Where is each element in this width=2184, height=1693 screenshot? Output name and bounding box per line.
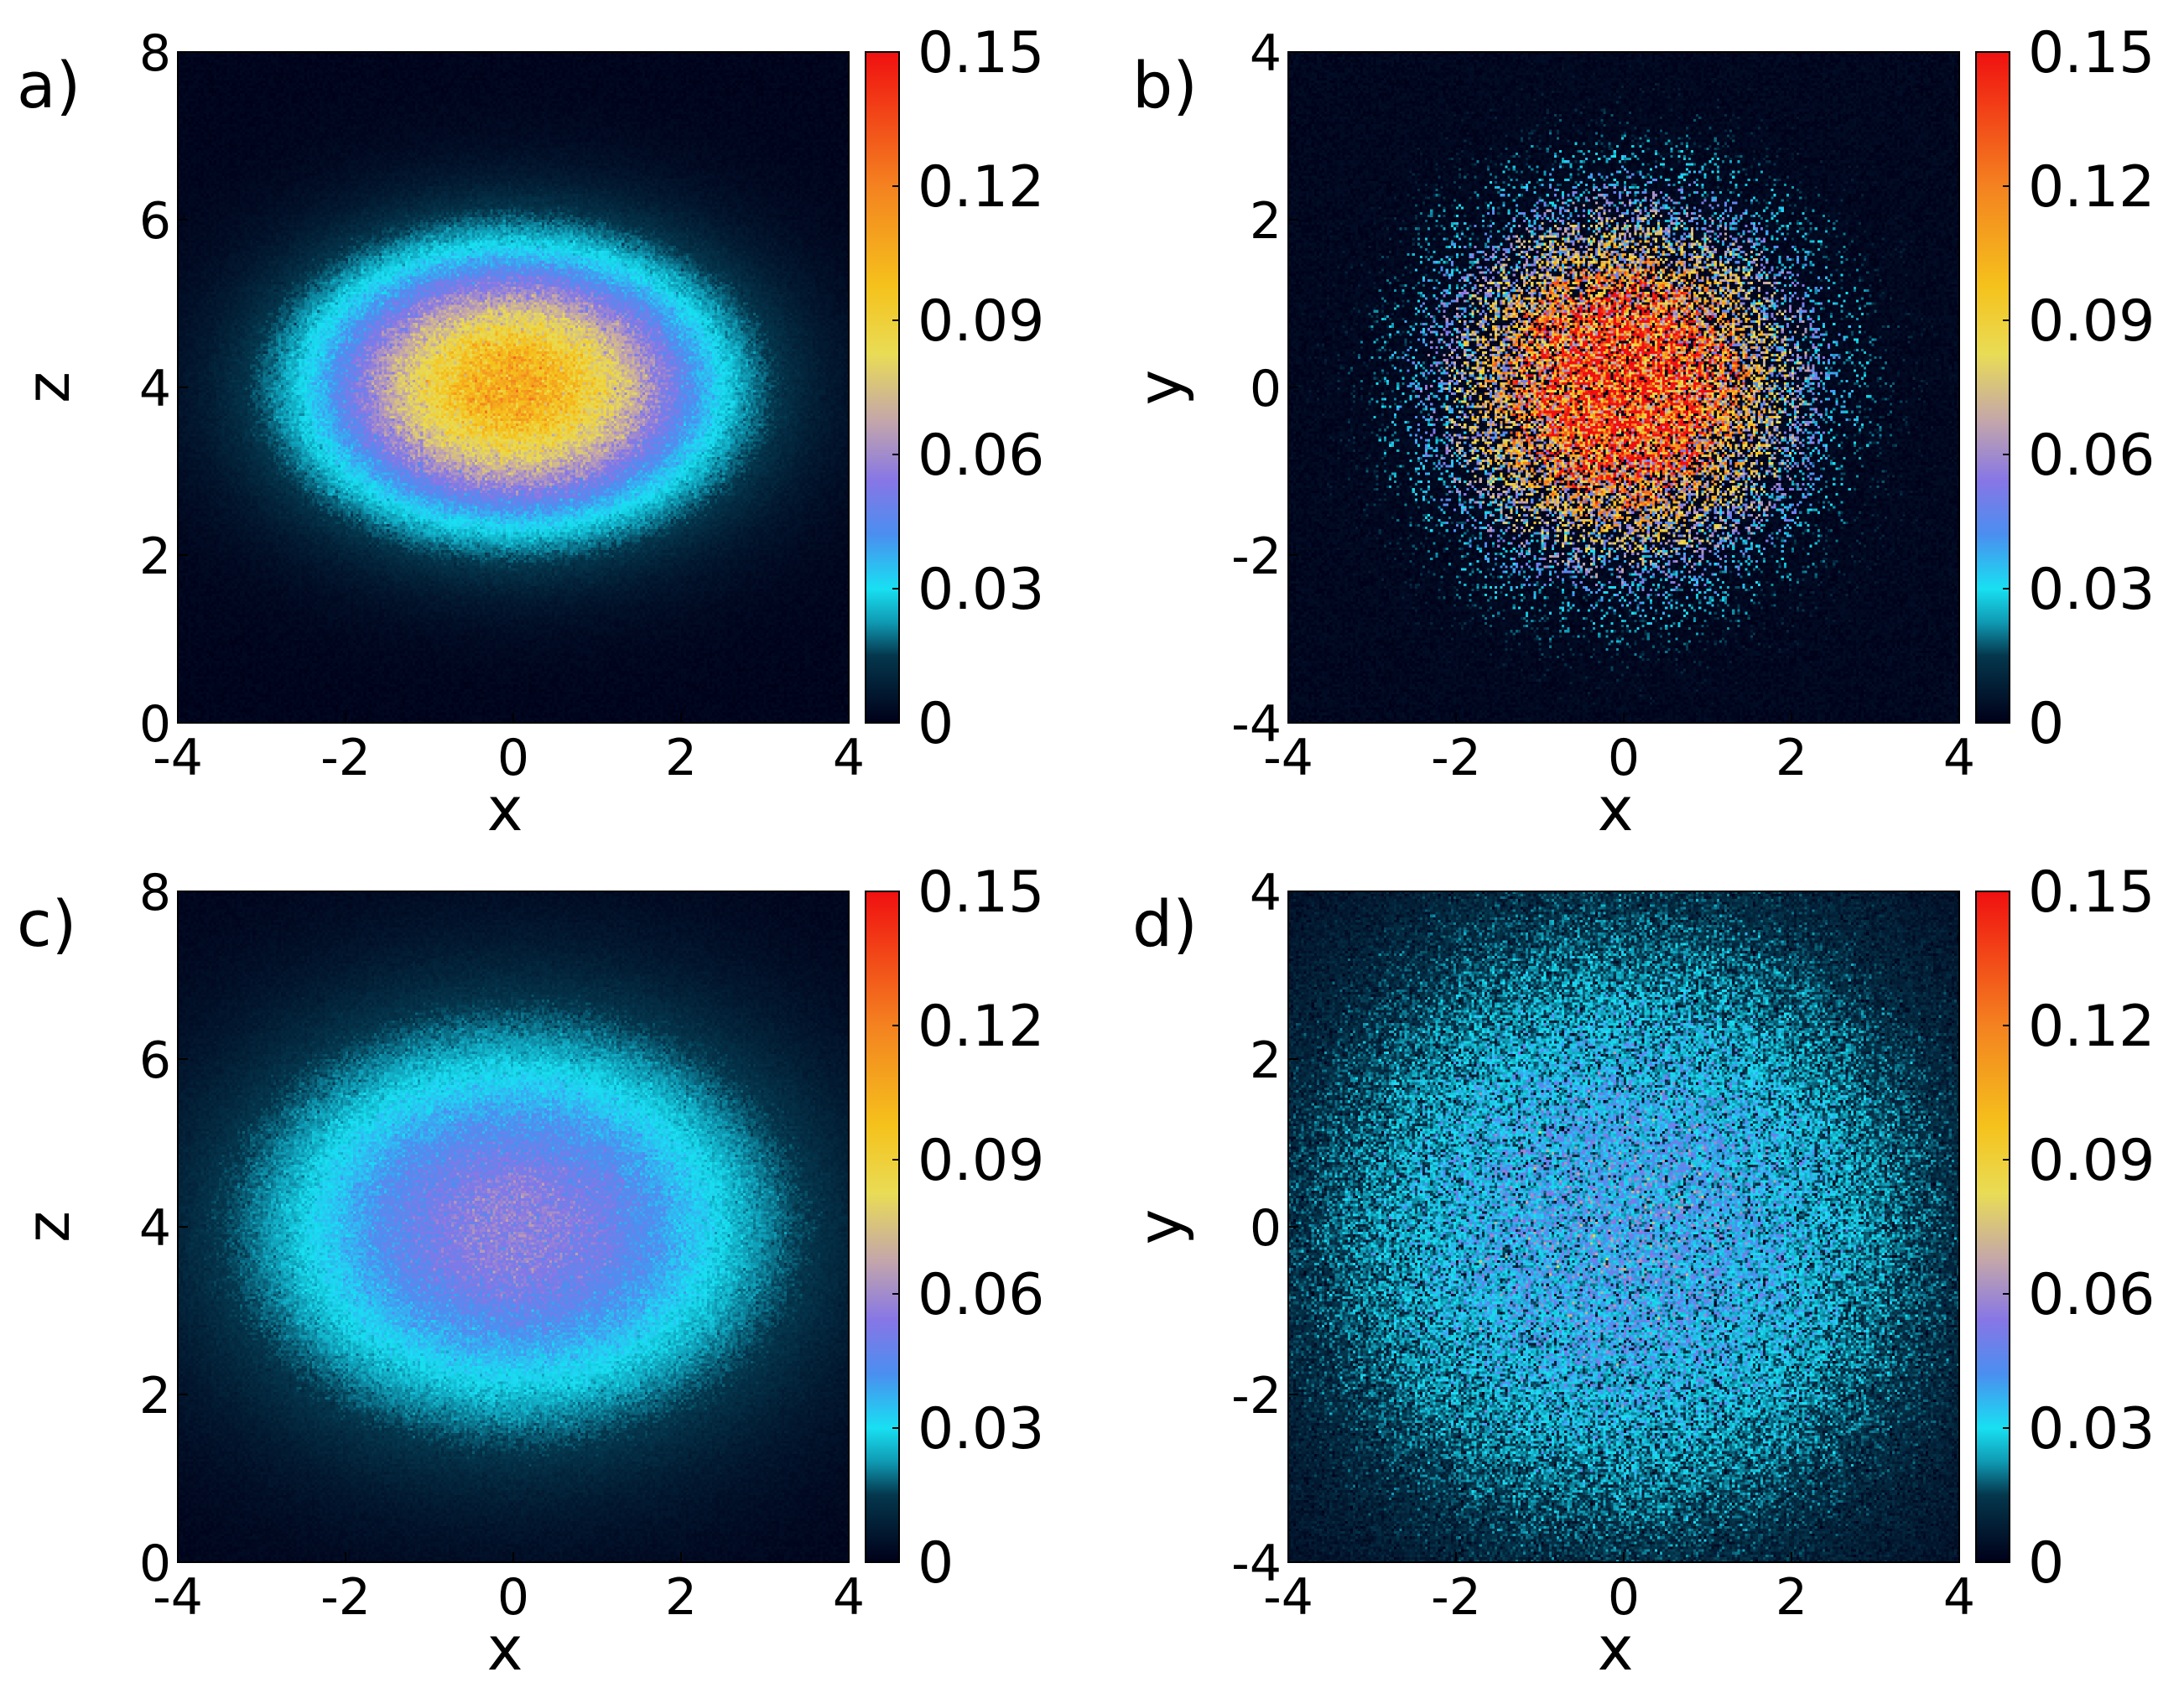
y-tick-label: 0	[1250, 360, 1282, 418]
y-axis-label: z	[13, 1211, 83, 1243]
colorbar	[1975, 51, 2010, 724]
y-tick-label: 6	[139, 1031, 171, 1090]
colorbar-tick-label: 0	[2028, 691, 2064, 757]
colorbar-tick-label: 0.12	[2028, 154, 2155, 221]
x-tick-label: -4	[1263, 1568, 1313, 1627]
colorbar-tick-label: 0.06	[2028, 423, 2155, 489]
x-axis-label: x	[1598, 1613, 1634, 1684]
panel-d: d) -4 -2 0 2 4 x -4 -2 0 2 4 y 0 0.03 0.06 0.09 0.12 0.15	[1125, 859, 2155, 1684]
colorbar	[865, 891, 900, 1563]
colorbar-tick-label: 0.15	[918, 859, 1044, 926]
x-tick-label: -2	[1431, 729, 1481, 787]
colorbar-tick-label: 0.09	[918, 1128, 1044, 1194]
y-axis-label: z	[13, 371, 83, 403]
x-tick-label: 0	[1608, 1568, 1640, 1627]
x-tick-label: -4	[1263, 729, 1313, 787]
colorbar	[1975, 891, 2010, 1563]
x-tick-label: -4	[153, 1568, 203, 1627]
x-axis-label: x	[1598, 774, 1634, 844]
y-tick-label: 2	[1250, 192, 1282, 251]
heatmap-image	[1288, 891, 1959, 1562]
colorbar-tick-label: 0.06	[918, 423, 1044, 489]
heatmap-image	[1288, 52, 1959, 723]
y-tick-label: -2	[1231, 1367, 1282, 1426]
colorbar-tick-label: 0.15	[918, 20, 1044, 86]
x-tick-label: 0	[1608, 729, 1640, 787]
colorbar-tick-label: 0.03	[2028, 557, 2155, 623]
panel-b: b) -4 -2 0 2 4 x -4 -2 0 2 4 y 0 0.03 0.06 0.09 0.12 0.15	[1125, 20, 2155, 844]
panel-label: d)	[1132, 886, 1198, 961]
panel-label: c)	[17, 886, 76, 961]
colorbar-tick-label: 0	[2028, 1530, 2064, 1597]
y-tick-label: 0	[139, 695, 171, 754]
x-tick-label: 0	[497, 1568, 529, 1627]
colorbar-tick-label: 0.09	[2028, 1128, 2155, 1194]
y-tick-label: 2	[1250, 1031, 1282, 1090]
heatmap-image	[178, 52, 849, 723]
colorbar-tick-label: 0.12	[918, 994, 1044, 1060]
colorbar-tick-label: 0.12	[918, 154, 1044, 221]
x-tick-label: -2	[1431, 1568, 1481, 1627]
x-tick-label: 4	[1943, 729, 1975, 787]
x-tick-label: 2	[665, 729, 697, 787]
x-tick-label: -4	[153, 729, 203, 787]
y-tick-label: 4	[1250, 864, 1282, 922]
colorbar-tick-label: 0.12	[2028, 994, 2155, 1060]
y-tick-label: 4	[139, 1199, 171, 1258]
x-tick-label: 4	[833, 729, 865, 787]
y-tick-label: -4	[1231, 695, 1282, 754]
y-tick-label: 2	[139, 527, 171, 586]
y-axis-label: y	[1125, 370, 1195, 406]
y-tick-label: 8	[139, 864, 171, 922]
y-tick-label: -2	[1231, 527, 1282, 586]
panel-label: b)	[1132, 48, 1198, 122]
colorbar-tick-label: 0.03	[918, 1396, 1044, 1462]
x-tick-label: 4	[1943, 1568, 1975, 1627]
x-tick-label: 2	[1776, 729, 1807, 787]
colorbar-tick-label: 0.06	[2028, 1262, 2155, 1328]
x-tick-label: 4	[833, 1568, 865, 1627]
y-axis-label: y	[1125, 1209, 1195, 1245]
heatmap-image	[178, 891, 849, 1562]
colorbar-tick-label: 0.09	[2028, 288, 2155, 355]
x-axis-label: x	[487, 1613, 523, 1684]
colorbar-tick-label: 0.03	[2028, 1396, 2155, 1462]
y-tick-label: 0	[1250, 1199, 1282, 1258]
x-tick-label: -2	[320, 729, 371, 787]
y-tick-label: 4	[139, 360, 171, 418]
y-tick-label: 8	[139, 24, 171, 83]
colorbar-tick-label: 0.09	[918, 288, 1044, 355]
y-tick-label: 6	[139, 192, 171, 251]
colorbar	[865, 51, 900, 724]
x-tick-label: -2	[320, 1568, 371, 1627]
x-tick-label: 2	[665, 1568, 697, 1627]
panel-label: a)	[17, 48, 81, 122]
colorbar-tick-label: 0	[918, 1530, 954, 1597]
y-tick-label: -4	[1231, 1535, 1282, 1593]
colorbar-tick-label: 0.15	[2028, 20, 2155, 86]
y-tick-label: 2	[139, 1367, 171, 1426]
x-tick-label: 0	[497, 729, 529, 787]
colorbar-tick-label: 0.15	[2028, 859, 2155, 926]
y-tick-label: 4	[1250, 24, 1282, 83]
colorbar-tick-label: 0	[918, 691, 954, 757]
colorbar-tick-label: 0.03	[918, 557, 1044, 623]
colorbar-tick-label: 0.06	[918, 1262, 1044, 1328]
y-tick-label: 0	[139, 1535, 171, 1593]
x-tick-label: 2	[1776, 1568, 1807, 1627]
x-axis-label: x	[487, 774, 523, 844]
